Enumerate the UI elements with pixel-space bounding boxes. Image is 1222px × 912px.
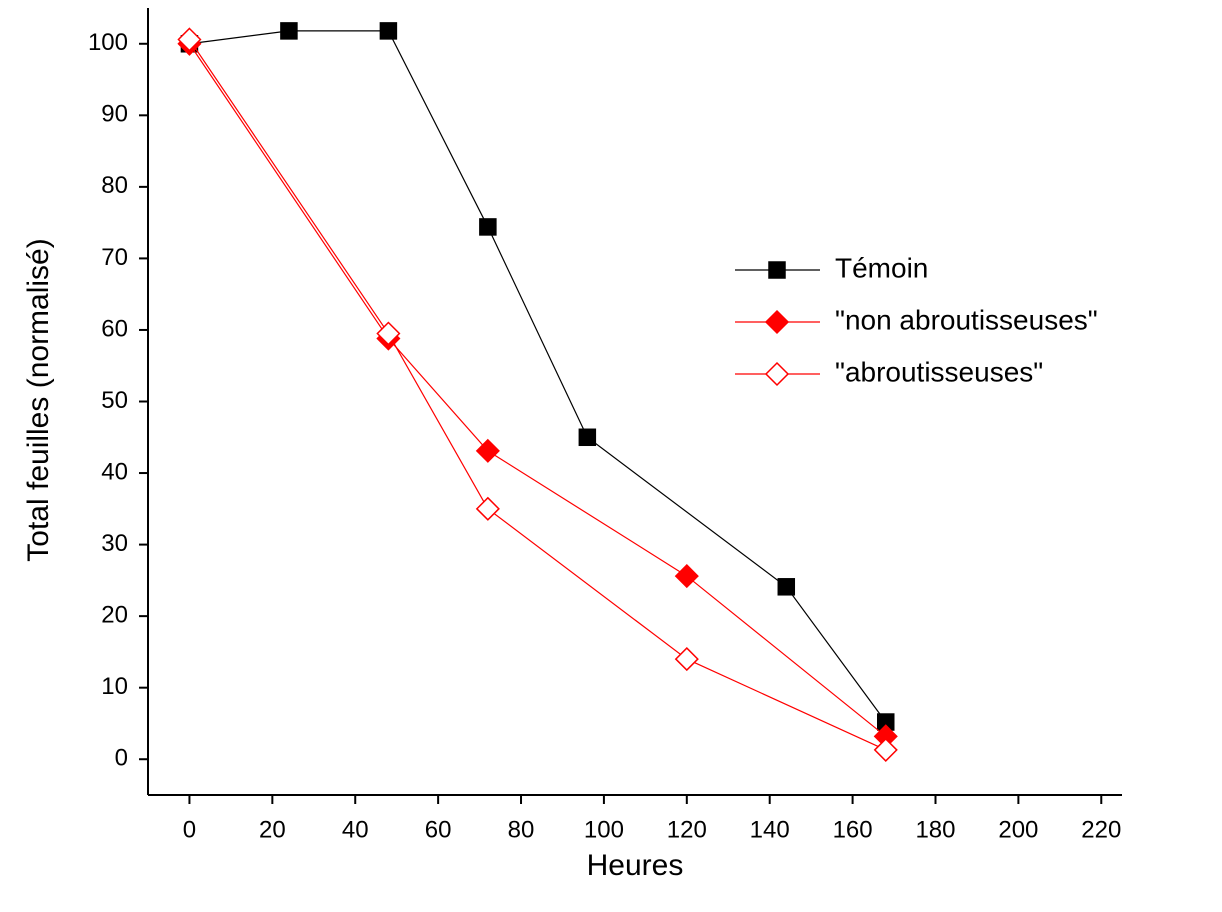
y-tick-label: 10	[101, 673, 128, 700]
legend-label: "abroutisseuses"	[835, 356, 1043, 387]
y-tick-label: 100	[88, 29, 128, 56]
y-tick-label: 30	[101, 530, 128, 557]
marker	[674, 564, 699, 589]
legend-marker	[764, 309, 790, 335]
y-tick-label: 70	[101, 244, 128, 271]
x-axis-title: Heures	[587, 849, 684, 882]
x-tick-label: 60	[425, 816, 452, 843]
marker	[777, 578, 796, 596]
marker	[475, 438, 500, 463]
legend-marker	[768, 261, 786, 279]
legend-label: Témoin	[835, 252, 928, 283]
x-tick-label: 140	[750, 816, 790, 843]
x-tick-label: 40	[342, 816, 369, 843]
x-tick-label: 100	[584, 816, 624, 843]
y-tick-label: 20	[101, 601, 128, 628]
y-tick-label: 80	[101, 172, 128, 199]
y-tick-label: 50	[101, 387, 128, 414]
marker	[379, 22, 398, 40]
series-line	[188, 39, 887, 751]
series-line	[188, 43, 887, 737]
marker	[674, 647, 699, 672]
x-tick-label: 160	[833, 816, 873, 843]
marker	[376, 321, 401, 346]
x-tick-label: 0	[183, 816, 196, 843]
marker	[578, 428, 597, 447]
x-tick-label: 80	[508, 816, 535, 843]
y-tick-label: 0	[115, 745, 128, 772]
marker	[873, 737, 898, 762]
y-axis-title: Total feuilles (normalisé)	[22, 238, 55, 561]
marker	[177, 27, 202, 52]
x-tick-label: 200	[998, 816, 1038, 843]
y-tick-label: 40	[101, 458, 128, 485]
marker	[475, 496, 500, 521]
x-tick-label: 20	[259, 816, 286, 843]
x-tick-label: 180	[915, 816, 955, 843]
x-tick-label: 220	[1081, 816, 1121, 843]
legend-marker	[764, 361, 790, 387]
marker	[280, 22, 298, 40]
y-tick-label: 90	[101, 101, 128, 128]
y-tick-label: 60	[101, 315, 128, 342]
marker	[479, 218, 497, 236]
legend-label: "non abroutisseuses"	[835, 304, 1098, 335]
x-tick-label: 120	[667, 816, 707, 843]
